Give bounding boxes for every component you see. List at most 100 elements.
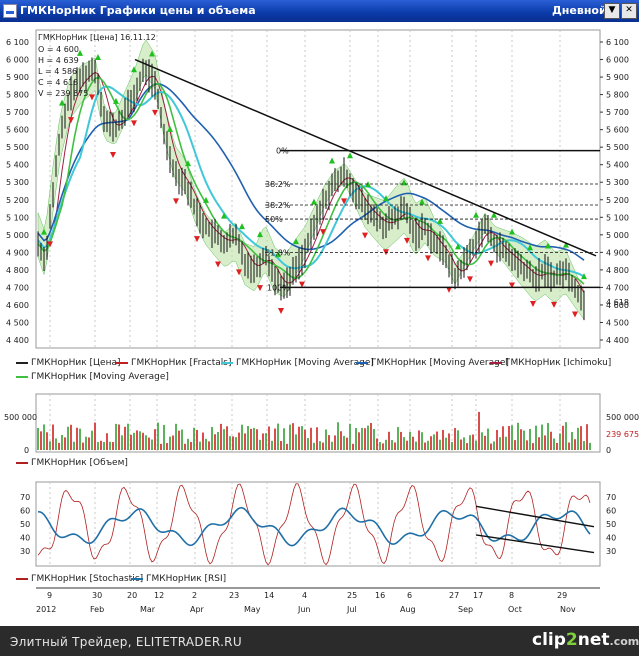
- date-day-label-13: 8: [509, 591, 514, 600]
- price-axis-left-tick-5: 5 600: [6, 126, 29, 135]
- fractal-up-marker: [419, 198, 425, 205]
- fib-level-label-1: 38.2%: [265, 180, 291, 189]
- volume-axis-left-tick-0: 500 000: [4, 413, 37, 422]
- ohlc-line-2: L = 4 586: [38, 67, 77, 76]
- date-month-label-1: Feb: [90, 605, 104, 614]
- volume-chart[interactable]: 500 000 0 500 000 0 239 675: [0, 392, 639, 472]
- price-axis-right-tick-12: 4 900: [606, 248, 629, 257]
- price-axis-left-tick-11: 5 000: [6, 231, 29, 240]
- date-day-label-0: 9: [47, 591, 52, 600]
- price-axis-right-tick-17: 4 400: [606, 336, 629, 345]
- volume-axis-left-tick-1: 0: [24, 446, 29, 455]
- date-month-label-7: Aug: [400, 605, 416, 614]
- fractal-down-marker: [278, 307, 284, 314]
- legend-item-ma-fast: ГМКНорНик [Moving Average]: [221, 358, 374, 368]
- price-axis-right-tick-7: 5 400: [606, 161, 629, 170]
- volume-panel: 500 000 0 500 000 0 239 675 ГМКНорНик [Объем…: [0, 392, 639, 472]
- date-day-label-12: 17: [473, 591, 483, 600]
- osc-axis-left-tick-0: 70: [20, 493, 30, 502]
- ohlc-line-0: O = 4 600: [38, 45, 79, 54]
- last-volume-tag: 239 675: [606, 430, 639, 439]
- date-day-label-11: 27: [449, 591, 459, 600]
- rsi-channel-bottom: [475, 534, 595, 554]
- fib-level-label-2: 38.2%: [265, 201, 291, 210]
- price-axis-right-tick-13: 4 800: [606, 266, 629, 275]
- fib-level-label-3: 50%: [265, 215, 283, 224]
- price-axis-right-tick-10: 5 100: [606, 213, 629, 222]
- date-day-label-4: 2: [192, 591, 197, 600]
- fractal-down-marker: [152, 109, 158, 116]
- price-chart[interactable]: 0% 38.2% 38.2% 50% 61.8% 100% 6 100 6 100 6 000 6…: [0, 22, 639, 390]
- price-axis-left-tick-15: 4 600: [6, 301, 29, 310]
- date-month-label-8: Sep: [458, 605, 473, 614]
- fractal-up-marker: [221, 212, 227, 219]
- fractal-up-marker: [509, 228, 515, 235]
- fractal-down-marker: [551, 301, 557, 308]
- fib-level-label-5: 100%: [267, 283, 290, 292]
- osc-axis-right-tick-2: 50: [606, 520, 616, 529]
- price-axis-right-tick-3: 5 800: [606, 91, 629, 100]
- date-day-label-6: 14: [264, 591, 274, 600]
- fractal-up-marker: [347, 152, 353, 159]
- fractal-down-marker: [89, 94, 95, 101]
- fractal-down-marker: [446, 286, 452, 293]
- fractal-down-marker: [68, 117, 74, 124]
- price-axis-right-tick-9: 5 200: [606, 196, 629, 205]
- legend-item-price: ГМКНорНик [Цена]: [16, 358, 121, 368]
- price-axis-left-tick-3: 5 800: [6, 91, 29, 100]
- fractal-up-marker: [527, 244, 533, 251]
- fractal-up-marker: [455, 243, 461, 250]
- fractal-up-marker: [383, 195, 389, 202]
- volume-legend: ГМКНорНик [Объем]: [16, 458, 128, 468]
- fractal-down-marker: [299, 281, 305, 288]
- footer-source-text: Элитный Трейдер, ELITETRADER.RU: [10, 635, 242, 649]
- fractal-down-marker: [257, 285, 263, 292]
- fractal-down-marker: [236, 269, 242, 276]
- ohlc-line-1: H = 4 639: [38, 56, 79, 65]
- fractal-down-marker: [194, 236, 200, 243]
- volume-axis-right-tick-1: 0: [606, 446, 611, 455]
- legend-item-ma-slow: ГМКНорНик [Moving Average]: [356, 358, 509, 368]
- ichimoku-line: [37, 71, 585, 293]
- date-month-label-9: Oct: [508, 605, 522, 614]
- dropdown-icon[interactable]: ▼: [604, 3, 620, 19]
- date-day-label-9: 16: [375, 591, 385, 600]
- legend-item-ichimoku: ГМКНорНик [Ichimoku]: [490, 358, 611, 368]
- fractal-up-marker: [473, 211, 479, 218]
- fractal-up-marker: [311, 198, 317, 205]
- legend-item-fractals: ГМКНорНик [Fractals]: [116, 358, 232, 368]
- fractal-up-marker: [167, 125, 173, 132]
- osc-axis-right-tick-1: 60: [606, 506, 616, 515]
- rsi-line: [37, 506, 591, 547]
- fractal-up-marker: [203, 196, 209, 203]
- legend-item-rsi: ГМКНорНик [RSI]: [131, 574, 226, 584]
- fractal-up-marker: [257, 231, 263, 238]
- fractal-up-marker: [41, 228, 47, 235]
- price-axis-left-tick-2: 5 900: [6, 73, 29, 82]
- fractal-up-marker: [131, 66, 137, 73]
- fractal-down-marker: [425, 255, 431, 262]
- fractal-down-marker: [215, 261, 221, 268]
- price-axis-left-tick-1: 6 000: [6, 56, 29, 65]
- date-month-label-10: Nov: [560, 605, 576, 614]
- fractal-down-marker: [509, 282, 515, 289]
- osc-axis-left-tick-4: 30: [20, 547, 30, 556]
- moving-average-fast: [37, 85, 585, 278]
- price-axis-right-tick-8: 5 300: [606, 178, 629, 187]
- fractal-up-marker: [185, 160, 191, 167]
- legend-item-ma-mid: ГМКНорНик [Moving Average]: [16, 372, 169, 382]
- timeframe-selector[interactable]: Дневной: [552, 4, 607, 17]
- fractal-down-marker: [47, 241, 53, 248]
- fractal-up-marker: [275, 251, 281, 258]
- price-axis-right-tick-2: 5 900: [606, 73, 629, 82]
- fib-level-label-4: 61.8%: [265, 248, 291, 257]
- fractal-down-marker: [131, 120, 137, 127]
- ohlc-line-3: C = 4 618: [38, 78, 78, 87]
- price-axis-left-tick-8: 5 300: [6, 178, 29, 187]
- price-axis-left-tick-10: 5 100: [6, 213, 29, 222]
- close-icon[interactable]: ✕: [621, 3, 637, 19]
- price-axis-left-tick-12: 4 900: [6, 248, 29, 257]
- fractal-up-marker: [581, 273, 587, 280]
- clip2net-logo: clip2net.com: [532, 630, 639, 650]
